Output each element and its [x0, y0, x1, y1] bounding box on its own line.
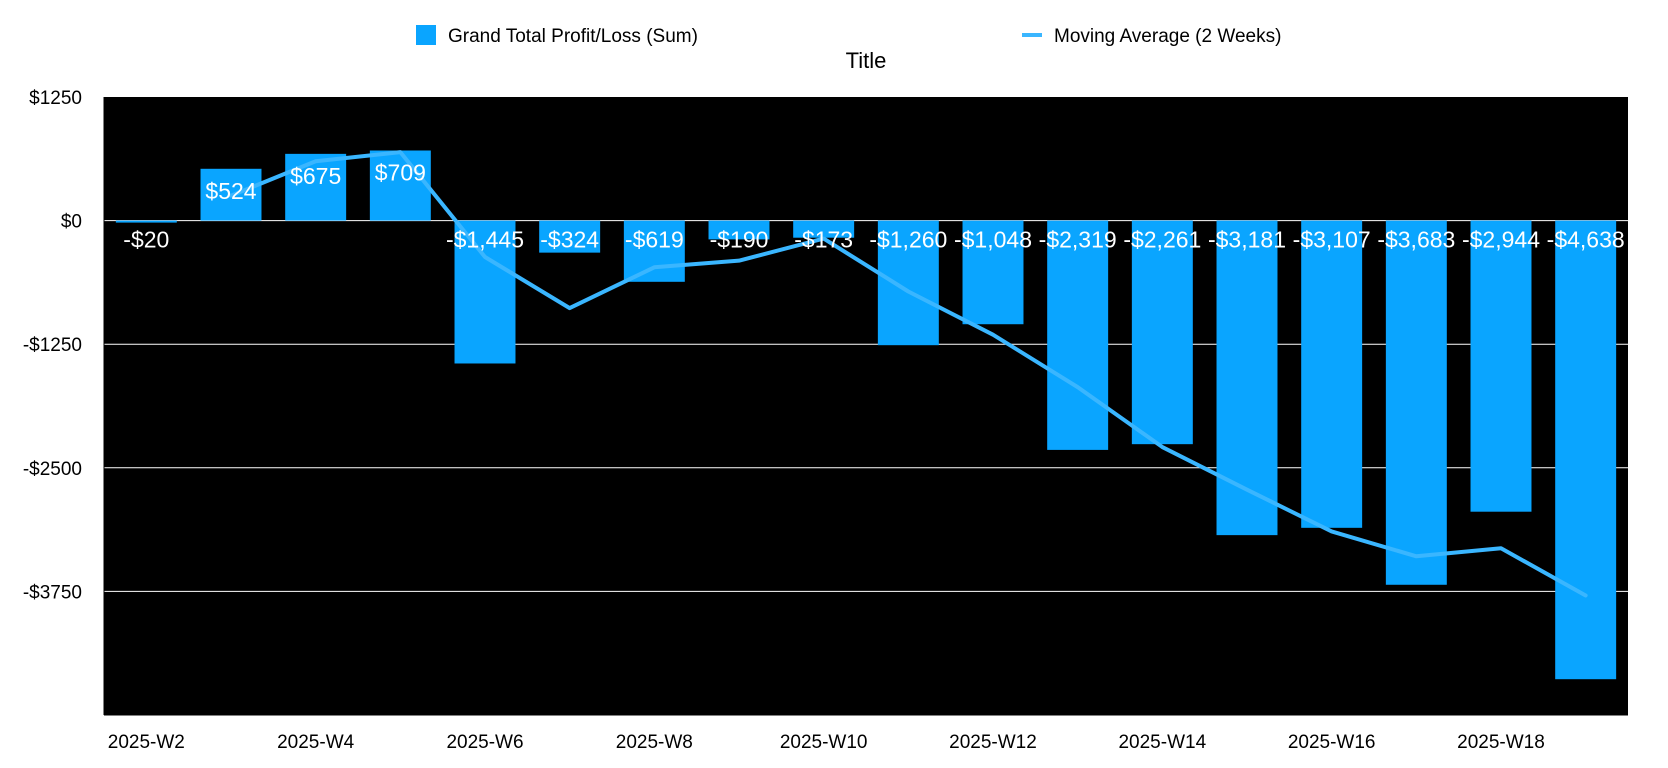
bar [369, 150, 431, 221]
bar-value-label: -$324 [540, 227, 599, 253]
bar [1555, 220, 1617, 680]
bar [877, 220, 939, 346]
bar [962, 220, 1024, 325]
y-tick-label: -$1250 [23, 335, 82, 356]
bar [708, 220, 770, 240]
bar-value-label: $524 [205, 178, 256, 204]
bar-value-label: -$2,261 [1123, 227, 1201, 253]
legend-bar-swatch [416, 25, 436, 45]
line-point [907, 290, 909, 292]
bar [1301, 220, 1363, 528]
plot-area [104, 97, 1628, 715]
line-point [1246, 489, 1248, 491]
bar-value-label: -$190 [710, 227, 769, 253]
legend-line-swatch [1022, 33, 1042, 37]
line-point [1585, 594, 1587, 596]
bar-value-label: -$2,319 [1039, 227, 1117, 253]
y-tick-label: $1250 [29, 88, 82, 109]
chart-title: Title [846, 48, 887, 73]
bar [1131, 220, 1193, 445]
line-point [823, 238, 825, 240]
line-point [230, 195, 232, 197]
x-tick-label: 2025-W4 [277, 732, 355, 753]
legend-bar-label: Grand Total Profit/Loss (Sum) [448, 26, 698, 47]
data-labels: -$20 $524 $675 $709 -$1,445 -$324 -$619 -$190 -$… [123, 159, 1624, 252]
bar [115, 220, 177, 223]
line-point [992, 334, 994, 336]
x-tick-label: 2025-W8 [616, 732, 693, 753]
grid-lines [104, 220, 1628, 592]
bar-value-label: -$3,683 [1377, 227, 1455, 253]
y-tick-label: -$2500 [23, 459, 82, 480]
bar-value-label: -$1,260 [869, 227, 947, 253]
bar [623, 220, 685, 282]
moving-average-line [229, 150, 1588, 598]
y-tick-label: $0 [61, 212, 82, 233]
bar-value-label: -$1,445 [446, 227, 524, 253]
x-axis: 2025-W2 2025-W4 2025-W6 2025-W8 2025-W10 2025… [108, 732, 1545, 753]
x-tick-label: 2025-W10 [780, 732, 868, 753]
line-point [1077, 386, 1079, 388]
bar-value-label: -$4,638 [1547, 227, 1625, 253]
bar [454, 220, 516, 364]
legend-line-label: Moving Average (2 Weeks) [1054, 26, 1281, 47]
bar-value-label: -$619 [625, 227, 684, 253]
bar-value-label: $709 [375, 159, 426, 185]
x-tick-label: 2025-W6 [446, 732, 523, 753]
line-point [1415, 555, 1417, 557]
x-tick-label: 2025-W16 [1288, 732, 1376, 753]
line-point [569, 307, 571, 309]
bar-value-label: -$1,048 [954, 227, 1032, 253]
bar [1470, 220, 1532, 512]
x-tick-label: 2025-W18 [1457, 732, 1545, 753]
legend: Grand Total Profit/Loss (Sum) Moving Ave… [416, 25, 1281, 47]
line-point [653, 266, 655, 268]
line-point [315, 160, 317, 162]
y-tick-label: -$3750 [23, 582, 82, 603]
bar [1216, 220, 1278, 536]
line-point [738, 260, 740, 262]
bar [793, 220, 855, 238]
line-point [1161, 446, 1163, 448]
bar [539, 220, 601, 253]
x-tick-label: 2025-W2 [108, 732, 185, 753]
bar [285, 153, 347, 221]
bar [1047, 220, 1109, 450]
y-axis: $1250 $0 -$1250 -$2500 -$3750 [23, 88, 1628, 716]
bar-value-label: -$20 [123, 227, 169, 253]
bar-value-label: -$3,107 [1293, 227, 1371, 253]
bar-value-label: -$2,944 [1462, 227, 1540, 253]
line-point [484, 256, 486, 258]
bars [115, 150, 1617, 680]
x-tick-label: 2025-W14 [1118, 732, 1206, 753]
line-point [1500, 547, 1502, 549]
line-point [399, 151, 401, 153]
bar-value-label: -$3,181 [1208, 227, 1286, 253]
line-point [1331, 530, 1333, 532]
bar [1385, 220, 1447, 585]
x-tick-label: 2025-W12 [949, 732, 1037, 753]
bar-value-label: -$173 [794, 227, 853, 253]
bar-value-label: $675 [290, 163, 341, 189]
